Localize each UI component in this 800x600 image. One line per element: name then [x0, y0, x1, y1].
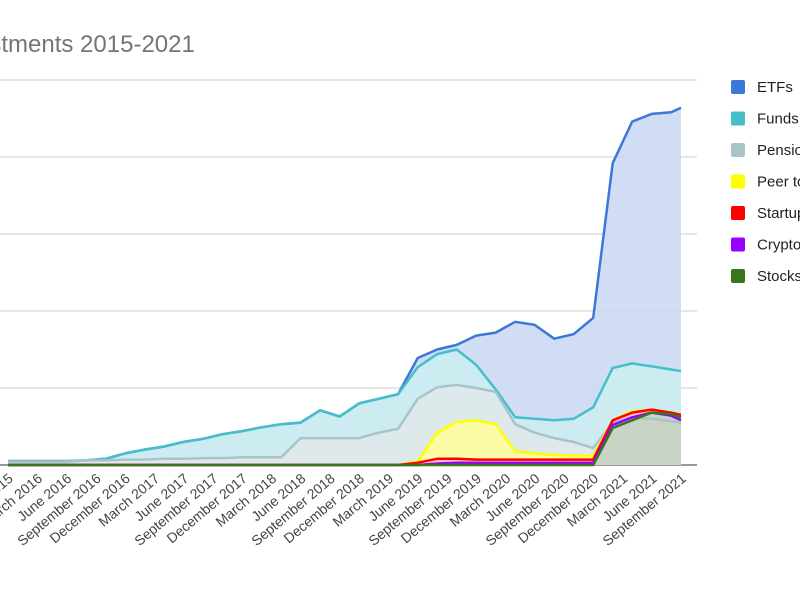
- legend-swatch-pensions: [731, 143, 745, 157]
- legend-swatch-crypto: [731, 237, 745, 252]
- legend-label-crypto: Crypto: [757, 237, 800, 254]
- legend: ETFs Funds Pensions Peer to peer Startups Cry…: [731, 79, 800, 285]
- area-etfs: [8, 107, 681, 465]
- series-areas: [8, 107, 681, 465]
- legend-swatch-peer-to-peer: [731, 174, 745, 189]
- area-peer-to-peer: [8, 409, 681, 465]
- chart-title: Investments 2015-2021: [0, 31, 195, 58]
- legend-swatch-startups: [731, 206, 745, 220]
- line-pensions: [8, 383, 682, 464]
- legend-label-startups: Startups: [757, 205, 800, 222]
- line-funds: [8, 348, 682, 463]
- legend-label-funds: Funds: [757, 111, 799, 128]
- series-lines: [8, 106, 682, 467]
- area-stocks: [8, 412, 681, 465]
- legend-swatch-funds: [731, 111, 745, 126]
- line-stocks: [8, 411, 682, 467]
- legend-label-stocks: Stocks: [757, 268, 800, 285]
- legend-label-etfs: ETFs: [757, 79, 793, 96]
- legend-label-peer-to-peer: Peer to peer: [757, 174, 800, 191]
- legend-swatch-stocks: [731, 269, 745, 283]
- legend-swatch-etfs: [731, 80, 745, 94]
- area-pensions: [8, 384, 681, 465]
- legend-label-pensions: Pensions: [757, 142, 800, 159]
